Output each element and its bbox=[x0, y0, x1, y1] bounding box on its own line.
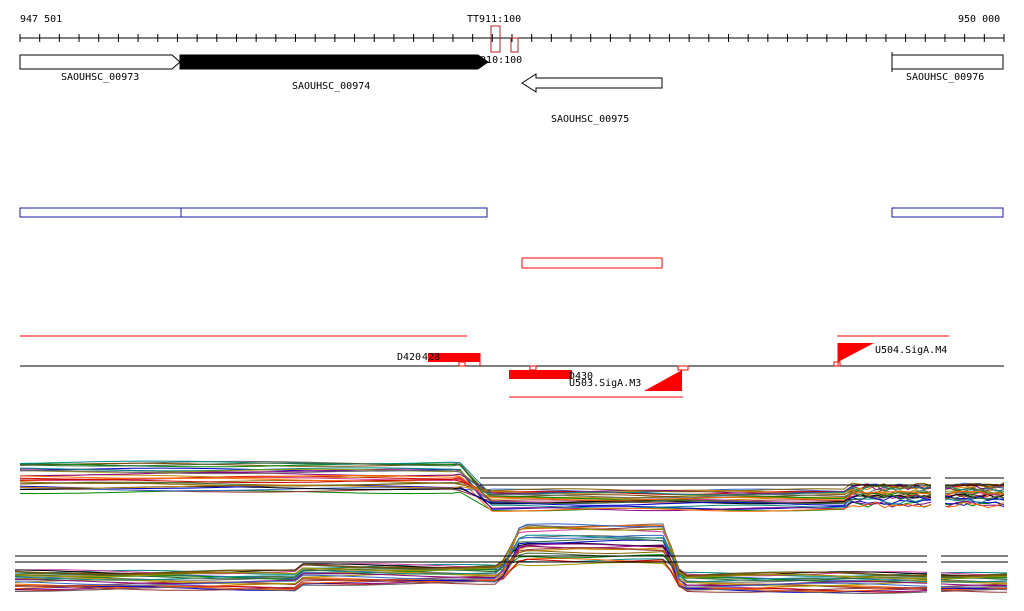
terminator-marker-tt910[interactable] bbox=[510, 37, 519, 53]
gene-saouhsc-00974[interactable]: SAOUHSC_00974 bbox=[179, 54, 489, 92]
terminator-label-tt911: TT911:100 bbox=[467, 14, 521, 25]
feature-label-d430: D430 bbox=[569, 371, 593, 382]
terminator-marker-tt911[interactable] bbox=[490, 25, 501, 53]
ruler-end-label: 950 000 bbox=[958, 14, 1000, 25]
expression-profile-line bbox=[20, 463, 1005, 501]
gene-arrow-00973[interactable] bbox=[19, 54, 181, 70]
operon-box-2[interactable] bbox=[180, 207, 488, 218]
expression-profile-line bbox=[14, 526, 1008, 580]
promoter-u504[interactable] bbox=[838, 343, 874, 362]
transcript-feature-track: D420 428 D430 U503.SigA.M3 U504.SigA.M4 bbox=[20, 335, 1004, 398]
expression-profile-line bbox=[19, 467, 1005, 510]
expression-profile-line bbox=[19, 488, 1005, 504]
gene-arrow-00974[interactable] bbox=[179, 54, 489, 70]
expression-profile-line bbox=[14, 538, 1008, 582]
gene-label-00976: SAOUHSC_00976 bbox=[906, 72, 984, 83]
gene-saouhsc-00975[interactable]: SAOUHSC_00975 bbox=[521, 73, 663, 125]
gene-label-00975: SAOUHSC_00975 bbox=[551, 114, 629, 125]
operon-track bbox=[19, 207, 1004, 269]
gene-saouhsc-00976[interactable]: SAOUHSC_00976 bbox=[891, 52, 1004, 83]
gene-box-00976[interactable] bbox=[891, 54, 1004, 70]
expression-profile-line bbox=[20, 470, 1005, 499]
feature-label-u504: U504.SigA.M4 bbox=[875, 345, 947, 356]
antisense-box[interactable] bbox=[521, 257, 663, 269]
ruler-start-label: 947 501 bbox=[20, 14, 62, 25]
operon-box-1[interactable] bbox=[19, 207, 182, 218]
terminator-label-tt910: TT910:100 bbox=[468, 55, 522, 66]
feature-marker-u503[interactable] bbox=[677, 365, 689, 371]
gene-saouhsc-00973[interactable]: SAOUHSC_00973 bbox=[19, 54, 181, 83]
expression-track-1 bbox=[19, 460, 1005, 512]
expression-profile-line bbox=[14, 547, 1008, 593]
feature-block-d420[interactable] bbox=[428, 353, 480, 362]
gene-label-00974: SAOUHSC_00974 bbox=[292, 81, 370, 92]
expression-profiles-1 bbox=[19, 460, 1005, 512]
promoter-u503[interactable] bbox=[644, 370, 682, 391]
expression-profile-line bbox=[19, 462, 1005, 505]
expression-profile-line bbox=[19, 483, 1005, 494]
feature-marker-u504[interactable] bbox=[833, 361, 841, 367]
gene-arrow-00975[interactable] bbox=[521, 73, 663, 93]
expression-profile-line bbox=[19, 474, 1005, 501]
expression-track-2 bbox=[14, 520, 1008, 600]
gene-label-00973: SAOUHSC_00973 bbox=[61, 72, 139, 83]
expression-gap-2 bbox=[927, 520, 941, 600]
expression-profile-line bbox=[19, 475, 1005, 501]
terminator-track[interactable]: TT911:100 bbox=[467, 14, 521, 53]
expression-profile-line bbox=[19, 467, 1005, 509]
expression-gap-1 bbox=[931, 460, 945, 512]
gene-track: SAOUHSC_00973 SAOUHSC_00974 TT910:100 SA… bbox=[19, 52, 1004, 125]
expression-profile-line bbox=[14, 562, 1008, 587]
feature-marker-d420-a[interactable] bbox=[458, 361, 466, 367]
feature-label-u503: U503.SigA.M3 bbox=[569, 378, 641, 389]
feature-marker-d430[interactable] bbox=[529, 365, 537, 371]
operon-box-3[interactable] bbox=[891, 207, 1004, 218]
expression-profile-line bbox=[19, 485, 1005, 506]
ruler-ticks bbox=[19, 34, 1005, 42]
expression-profile-line bbox=[14, 524, 1008, 592]
expression-profile-line bbox=[19, 481, 1005, 493]
feature-label-d420: D420 bbox=[397, 352, 421, 363]
expression-profiles-2 bbox=[14, 523, 1008, 594]
expression-profile-line bbox=[14, 526, 1008, 577]
feature-label-d428: 428 bbox=[422, 352, 440, 363]
feature-block-d430[interactable] bbox=[509, 370, 572, 379]
expression-profile-line bbox=[14, 523, 1008, 588]
